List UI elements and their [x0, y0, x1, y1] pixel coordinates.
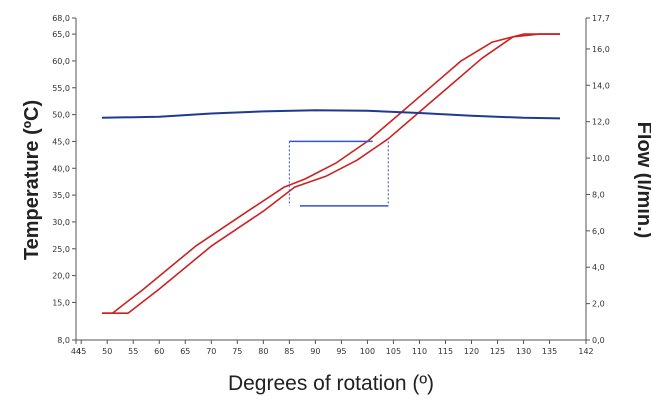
x-tick-label: 130: [516, 347, 531, 356]
y-left-tick-label: 20,0: [52, 272, 70, 281]
y-right-tick-label: 2,0: [592, 300, 605, 309]
x-tick-label: 110: [412, 347, 427, 356]
x-tick-label: 60: [154, 347, 164, 356]
y-right-tick-label: 10,0: [592, 154, 610, 163]
y-left-tick-label: 40,0: [52, 164, 70, 173]
x-tick-label: 90: [310, 347, 320, 356]
y-left-tick-label: 50,0: [52, 111, 70, 120]
y-right-tick-label: 0,0: [592, 336, 605, 345]
x-tick-label: 142: [578, 347, 593, 356]
y-right-tick-label: 4,0: [592, 263, 605, 272]
y-right-tick-label: 6,0: [592, 227, 605, 236]
x-tick-label: 50: [102, 347, 112, 356]
series-line-3: [101, 109, 561, 120]
x-tick-label: 65: [180, 347, 190, 356]
series-line-1: [102, 33, 560, 315]
y-left-tick-label: 60,0: [52, 57, 70, 66]
y-left-axis-title: Temperature (ºC): [21, 100, 43, 260]
y-right-tick-label: 12,0: [592, 118, 610, 127]
y-left-tick-label: 55,0: [52, 84, 70, 93]
x-tick-label: 44: [71, 347, 81, 356]
y-right-axis-title: Flow (l/min.): [633, 122, 651, 239]
x-tick-label: 100: [360, 347, 375, 356]
y-right-tick-label: 8,0: [592, 190, 605, 199]
x-tick-label: 115: [438, 347, 453, 356]
x-tick-label: 70: [206, 347, 216, 356]
x-tick-label: 75: [232, 347, 242, 356]
y-left-tick-label: 35,0: [52, 191, 70, 200]
x-tick-label: 55: [128, 347, 138, 356]
y-left-tick-label: 25,0: [52, 245, 70, 254]
x-tick-label: 85: [284, 347, 294, 356]
x-tick-label: 95: [336, 347, 346, 356]
x-tick-label: 80: [258, 347, 268, 356]
y-right-ticks: 0,0 2,0 4,0 6,0 8,0 10,0 12,0 14,0 16,0 17,7: [586, 14, 610, 345]
y-left-tick-label: 68,0: [52, 14, 70, 23]
axes: [75, 18, 587, 341]
x-tick-label: 120: [464, 347, 479, 356]
y-right-tick-label: 14,0: [592, 81, 610, 90]
y-right-tick-label: 17,7: [592, 14, 610, 23]
y-left-ticks: 8,0 15,0 20,0 25,0 30,0 35,0 40,0 45,0 50,0 55,0 6…: [52, 14, 76, 345]
y-left-tick-label: 30,0: [52, 218, 70, 227]
annotation-layer: [288, 140, 389, 207]
y-left-tick-label: 15,0: [52, 298, 70, 307]
x-tick-label: 105: [386, 347, 401, 356]
y-left-tick-label: 8,0: [57, 336, 70, 345]
series-layer: [101, 33, 561, 315]
x-axis-title: Degrees of rotation (º): [228, 372, 434, 395]
x-tick-label: 45: [76, 347, 86, 356]
series-line-2: [102, 33, 560, 315]
x-tick-label: 135: [542, 347, 557, 356]
y-left-tick-label: 65,0: [52, 30, 70, 39]
y-left-tick-label: 45,0: [52, 137, 70, 146]
y-right-tick-label: 16,0: [592, 45, 610, 54]
x-tick-label: 125: [490, 347, 505, 356]
